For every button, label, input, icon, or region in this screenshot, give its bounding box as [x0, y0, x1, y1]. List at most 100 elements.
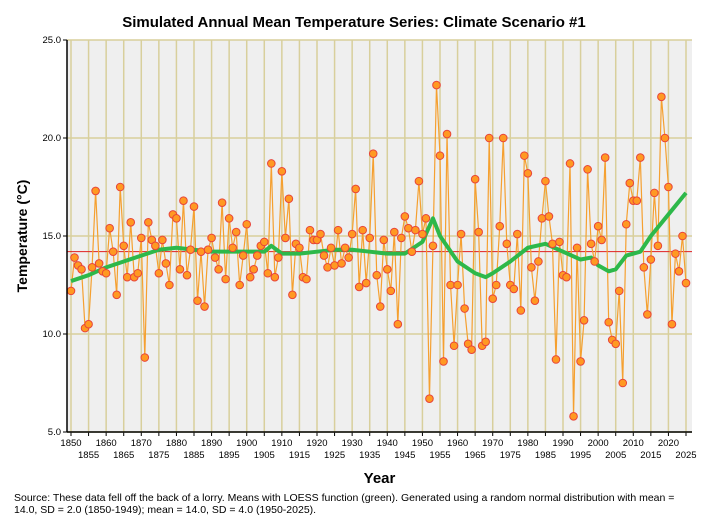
data-point [136, 233, 146, 243]
data-point [214, 265, 223, 274]
x-tick-label: 2005 [605, 450, 626, 461]
x-tick-label: 1990 [552, 438, 573, 449]
data-point [516, 306, 526, 315]
data-point [277, 167, 287, 176]
x-tick-label: 1860 [96, 438, 117, 449]
data-point [414, 176, 424, 186]
data-point [161, 259, 171, 268]
x-axis-label: Year [364, 470, 396, 487]
data-point [196, 247, 206, 256]
x-tick-label: 1950 [412, 438, 433, 449]
data-point [358, 225, 367, 235]
data-point [259, 237, 269, 247]
data-point [614, 286, 624, 296]
data-point [179, 196, 188, 206]
data-point [224, 214, 234, 223]
data-point [382, 265, 392, 274]
data-point [576, 357, 585, 366]
data-point [664, 182, 673, 192]
y-axis-label: Temperature (°C) [14, 180, 30, 293]
x-tick-label: 1920 [306, 438, 327, 449]
data-point [151, 241, 160, 251]
data-point [657, 92, 666, 102]
data-point [432, 80, 441, 90]
data-point [242, 219, 252, 229]
data-point [375, 302, 385, 311]
data-point [470, 174, 480, 184]
data-point [425, 394, 434, 403]
x-tick-label: 1985 [535, 450, 556, 461]
x-tick-label: 1900 [236, 438, 257, 449]
data-point [133, 268, 143, 278]
data-point [302, 274, 311, 284]
x-tick-label: 1890 [201, 438, 222, 449]
data-point [386, 286, 396, 296]
data-point [551, 355, 561, 364]
data-point [263, 268, 273, 278]
y-tick-label: 10.0 [43, 329, 62, 340]
x-tick-label: 1895 [219, 450, 240, 461]
data-point [632, 196, 642, 206]
data-point [565, 159, 575, 168]
x-tick-label: 1915 [289, 450, 310, 461]
x-tick-label: 1905 [254, 450, 275, 461]
data-point [344, 253, 353, 262]
y-tick-label: 5.0 [48, 427, 61, 438]
data-point [520, 151, 529, 160]
data-point [217, 198, 227, 207]
data-point [460, 304, 469, 313]
data-point [660, 133, 670, 143]
data-point [193, 296, 202, 305]
x-tick-label: 1855 [78, 450, 99, 461]
x-tick-label: 2015 [640, 450, 661, 461]
data-point [442, 129, 452, 139]
data-point [428, 241, 438, 251]
data-point [235, 280, 244, 290]
data-point [108, 247, 118, 256]
source-note: Source: These data fell off the back of … [14, 492, 675, 516]
data-point [112, 290, 121, 300]
x-tick-label: 1960 [447, 438, 468, 449]
data-point [534, 257, 543, 266]
x-tick-label: 1850 [60, 438, 81, 449]
data-point [404, 223, 413, 233]
data-point [393, 319, 403, 329]
x-tick-label: 2025 [675, 450, 696, 461]
data-point [453, 280, 462, 290]
data-point [200, 302, 209, 311]
data-point [316, 229, 325, 239]
data-point [583, 165, 592, 174]
data-point [636, 153, 645, 162]
data-point [491, 280, 501, 290]
data-point [221, 274, 230, 284]
data-point [249, 265, 259, 274]
data-point [186, 245, 195, 255]
data-point [77, 265, 86, 274]
data-point [351, 184, 360, 194]
y-tick-label: 15.0 [43, 231, 62, 242]
data-point [238, 251, 248, 260]
data-point [667, 319, 677, 329]
x-tick-label: 1880 [166, 438, 187, 449]
data-point [140, 353, 150, 362]
x-tick-label: 1980 [517, 438, 538, 449]
data-point [91, 186, 100, 196]
data-point [541, 176, 550, 186]
data-point [165, 280, 174, 290]
data-point [611, 339, 621, 349]
data-point [175, 265, 185, 274]
data-point [674, 266, 684, 276]
data-point [270, 272, 280, 282]
data-point [122, 272, 132, 282]
x-tick-label: 1955 [429, 450, 450, 461]
data-point [586, 239, 596, 249]
data-point [326, 243, 336, 253]
data-point [379, 235, 389, 245]
x-tick-label: 2000 [588, 438, 609, 449]
data-point [435, 151, 445, 160]
data-point [354, 282, 364, 292]
data-point [119, 241, 129, 251]
data-point [621, 219, 631, 229]
data-point [172, 214, 181, 223]
